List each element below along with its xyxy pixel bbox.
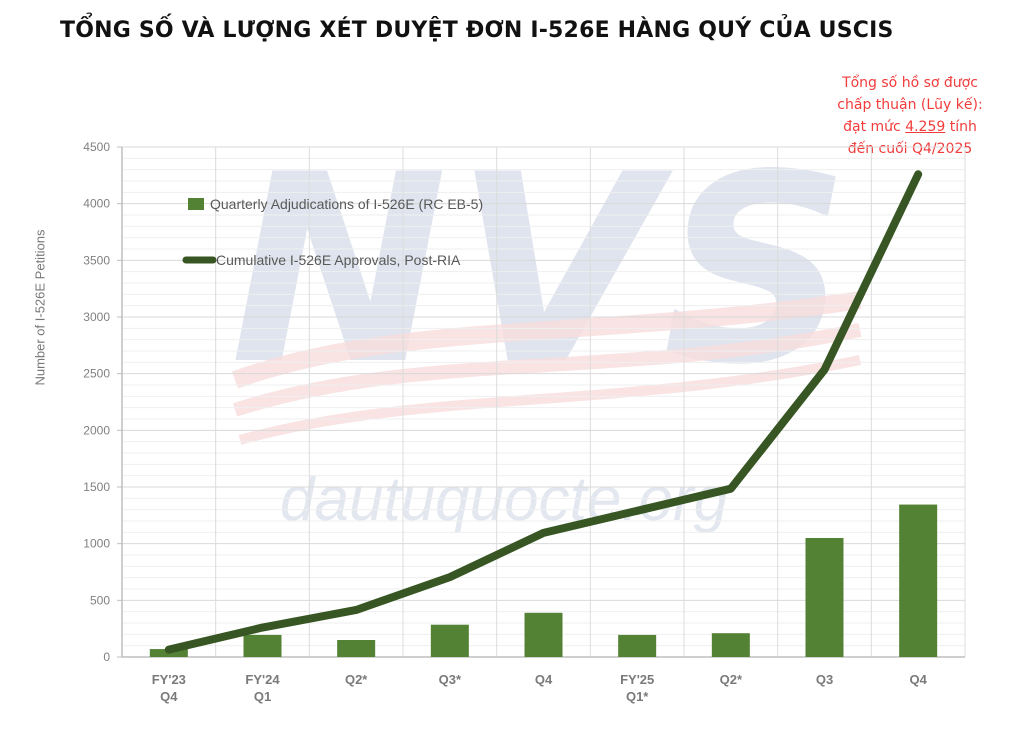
x-tick-label: Q4 xyxy=(160,689,178,704)
bar-quarterly-adjudications xyxy=(711,633,750,657)
legend-bar-swatch xyxy=(188,198,204,210)
x-tick-label: Q1 xyxy=(254,689,271,704)
y-tick-label: 3000 xyxy=(83,310,110,324)
watermark-stripe xyxy=(231,291,862,389)
x-tick-label: Q2* xyxy=(345,672,368,687)
bar-quarterly-adjudications xyxy=(524,612,563,657)
annotation-prefix: đạt mức xyxy=(843,119,906,135)
y-tick-label: 3500 xyxy=(83,253,110,267)
bar-quarterly-adjudications xyxy=(243,634,282,657)
x-tick-label: Q4 xyxy=(535,672,553,687)
annotation-line-3: đạt mức 4.259 tính xyxy=(800,116,1020,138)
legend-bar-label: Quarterly Adjudications of I-526E (RC EB… xyxy=(210,196,483,212)
y-tick-label: 4500 xyxy=(83,140,110,154)
y-tick-label: 4000 xyxy=(83,197,110,211)
x-tick-label: Q3* xyxy=(439,672,462,687)
x-tick-label: Q1* xyxy=(626,689,649,704)
bar-quarterly-adjudications xyxy=(618,634,657,657)
y-tick-label: 1500 xyxy=(83,480,110,494)
annotation-line-4: đến cuối Q4/2025 xyxy=(847,141,973,157)
y-tick-label: 500 xyxy=(90,593,110,607)
bar-quarterly-adjudications xyxy=(337,640,376,657)
x-tick-label: FY'23 xyxy=(152,672,186,687)
watermark-stripe xyxy=(232,323,862,417)
x-tick-label: FY'24 xyxy=(245,672,280,687)
annotation-line-1: Tổng số hồ sơ được xyxy=(842,75,978,91)
x-tick-label: FY'25 xyxy=(620,672,654,687)
annotation-line-2: chấp thuận (Lũy kế): xyxy=(837,97,983,113)
x-tick-label: Q3 xyxy=(816,672,833,687)
bar-quarterly-adjudications xyxy=(899,504,938,657)
watermark-site: dautuquocte.org xyxy=(280,465,728,534)
annotation-value: 4.259 xyxy=(905,119,946,135)
legend-line-label: Cumulative I-526E Approvals, Post-RIA xyxy=(216,252,461,268)
cumulative-annotation: Tổng số hồ sơ được chấp thuận (Lũy kế): … xyxy=(800,72,1020,160)
x-tick-label: Q4 xyxy=(909,672,927,687)
bar-quarterly-adjudications xyxy=(430,624,469,657)
watermark-stripe xyxy=(238,355,862,445)
annotation-suffix: tính xyxy=(945,119,977,135)
y-tick-label: 2000 xyxy=(83,423,110,437)
line-cumulative-approvals xyxy=(164,170,923,654)
y-tick-label: 1000 xyxy=(83,537,110,551)
bar-quarterly-adjudications xyxy=(805,538,844,657)
y-tick-label: 2500 xyxy=(83,367,110,381)
chart-title: TỔNG SỐ VÀ LƯỢNG XÉT DUYỆT ĐƠN I-526E HÀ… xyxy=(60,18,894,43)
x-tick-label: Q2* xyxy=(720,672,743,687)
y-tick-label: 0 xyxy=(103,650,110,664)
